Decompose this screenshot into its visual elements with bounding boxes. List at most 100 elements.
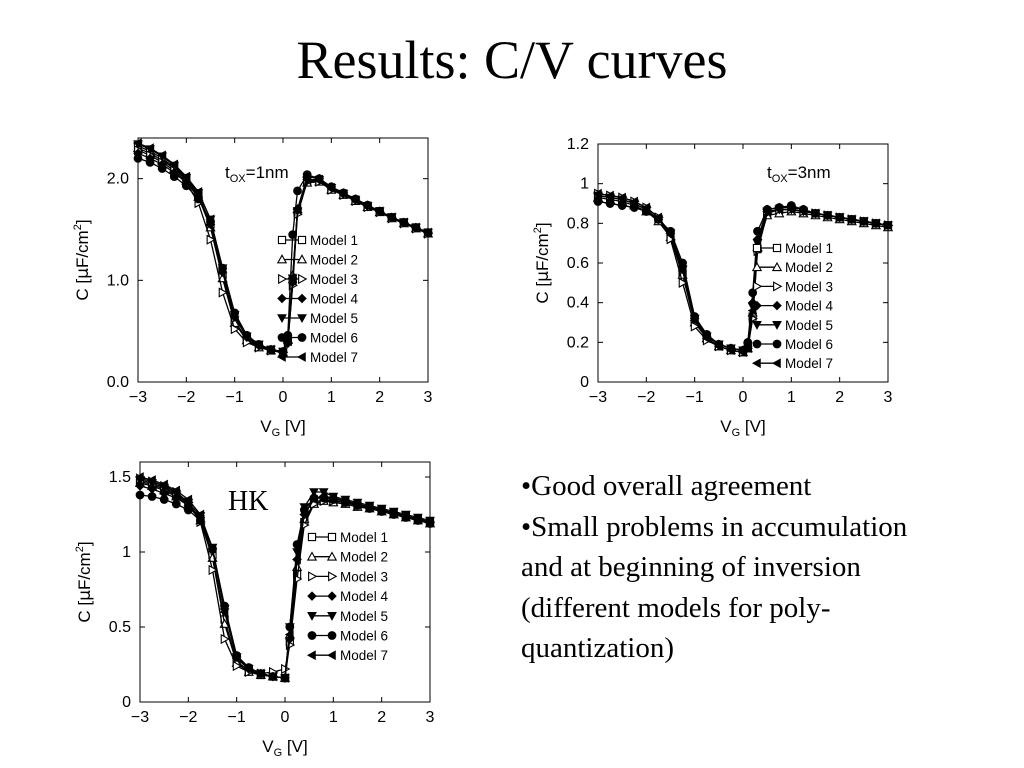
data-point: [265, 344, 275, 355]
legend-label: Model 6: [340, 629, 388, 644]
chart-svg: −3 −2 −1 0 1 2 3 0.0 1.0 2.0 VG [V] C [μF/cm2] tOX=1…: [72, 137, 434, 439]
data-point: [230, 323, 240, 335]
legend-marker-end: [772, 339, 782, 349]
data-point: [206, 234, 216, 245]
legend-item: Model 4: [752, 299, 834, 314]
legend-label: Model 2: [340, 550, 388, 565]
y-tick-label: 0.8: [567, 215, 589, 232]
legend-label: Model 7: [310, 350, 358, 365]
data-point: [318, 491, 328, 502]
data-point: [653, 212, 663, 223]
series-7: [132, 138, 432, 358]
series-7: [134, 472, 434, 683]
legend-marker-start: [278, 273, 288, 285]
legend-label: Model 4: [310, 292, 359, 307]
legend-label: Model 3: [340, 569, 388, 584]
x-tick-label: −3: [131, 709, 149, 726]
x-tick-label: −2: [177, 389, 195, 406]
legend-marker-start: [751, 358, 761, 369]
legend-item: Model 5: [307, 609, 388, 624]
series-1: [135, 477, 435, 683]
series-2: [592, 192, 894, 357]
data-point: [293, 186, 302, 196]
legend-label: Model 7: [340, 648, 388, 663]
y-axis-label: C [μF/cm2]: [532, 222, 553, 303]
data-point: [376, 505, 386, 515]
y-tick-label: 0.0: [107, 374, 129, 391]
legend-item: Model 7: [751, 356, 833, 371]
legend: Model 1 Model 2 Model 3 Model 4 Model 5 Model…: [306, 530, 389, 663]
data-point: [284, 629, 294, 640]
chart-svg: −3 −2 −1 0 1 2 3 0 0.2 0.4 0.6 0.8 1 1.2 VG [V] C [μF/c…: [532, 136, 894, 439]
x-tick-label: 2: [835, 389, 844, 406]
legend-marker-start: [307, 591, 317, 601]
data-point: [593, 197, 603, 206]
legend-marker-start: [752, 243, 762, 253]
data-point: [193, 187, 203, 197]
data-point: [338, 189, 348, 199]
legend-item: Model 3: [753, 279, 833, 294]
data-point: [147, 492, 157, 501]
data-point: [135, 490, 145, 500]
x-tick-label: 3: [884, 389, 893, 406]
legend-marker-start: [306, 650, 316, 661]
legend-item: Model 1: [752, 241, 833, 256]
data-point: [183, 494, 193, 505]
series-line: [597, 194, 889, 353]
x-axis-label: VG [V]: [260, 417, 305, 439]
data-point: [398, 217, 408, 228]
data-point: [159, 479, 168, 490]
data-point: [157, 164, 167, 173]
data-point: [205, 214, 215, 225]
legend: Model 1 Model 2 Model 3 Model 4 Model 5 Model…: [751, 241, 834, 371]
data-point: [253, 340, 263, 351]
data-point: [629, 196, 639, 207]
x-tick-label: 0: [281, 709, 290, 726]
legend-label: Model 2: [310, 253, 358, 268]
y-tick-label: 0: [580, 374, 589, 391]
bullet-item: •Small problems in accumulation and at b…: [521, 510, 908, 665]
legend-marker-end: [297, 314, 307, 324]
legend-marker-end: [297, 293, 307, 304]
y-axis-label: C [μF/cm2]: [74, 541, 95, 622]
data-point: [677, 266, 687, 276]
x-tick-label: −2: [637, 389, 655, 406]
y-tick-label: 1.0: [107, 272, 129, 289]
y-tick-label: 2.0: [107, 171, 129, 188]
x-tick-label: −1: [228, 709, 246, 726]
legend-marker-end: [771, 261, 783, 272]
legend-label: Model 1: [310, 233, 358, 248]
legend-marker-start: [752, 339, 762, 349]
series-1: [593, 191, 893, 357]
x-tick-label: 0: [279, 389, 288, 406]
legend-label: Model 5: [340, 609, 388, 624]
legend-marker-end: [772, 300, 782, 311]
x-tick-label: 2: [377, 709, 386, 726]
data-point: [241, 332, 251, 343]
legend-marker-start: [306, 551, 318, 561]
legend-marker-start: [752, 321, 762, 330]
data-point: [374, 206, 384, 217]
series-5: [135, 476, 435, 684]
data-point: [678, 277, 688, 288]
data-point: [299, 509, 309, 520]
data-point: [171, 499, 181, 509]
legend-item: Model 1: [277, 233, 358, 248]
data-point: [388, 508, 398, 518]
y-tick-label: 0: [122, 694, 131, 711]
data-point: [219, 607, 229, 617]
x-tick-label: −1: [686, 389, 704, 406]
data-point: [181, 171, 191, 182]
data-point: [774, 204, 784, 215]
data-point: [665, 228, 675, 239]
legend-marker-end: [296, 352, 306, 362]
legend-marker-end: [773, 281, 783, 292]
data-point: [340, 496, 350, 506]
data-point: [145, 158, 155, 167]
y-tick-label: 0.6: [567, 255, 589, 272]
legend-marker-start: [277, 293, 287, 304]
legend-item: Model 4: [307, 589, 389, 604]
data-point: [605, 199, 615, 208]
data-point: [882, 220, 892, 231]
data-point: [135, 481, 145, 491]
